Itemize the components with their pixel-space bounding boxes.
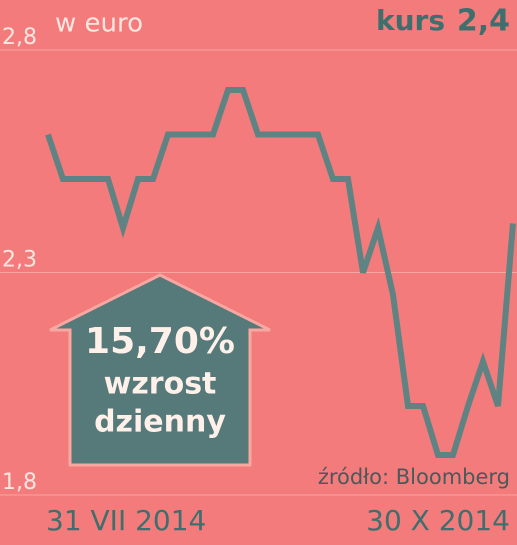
badge-line: dzienny bbox=[94, 405, 226, 440]
y-tick-label: 1,8 bbox=[2, 470, 37, 495]
grid bbox=[0, 49, 517, 496]
subtitle: w euro bbox=[55, 9, 143, 39]
badge-shape bbox=[49, 273, 271, 467]
x-tick-label: 30 X 2014 bbox=[366, 504, 510, 537]
y-tick-label: 2,3 bbox=[2, 248, 37, 273]
current-value: 2,4 bbox=[457, 4, 510, 39]
plot bbox=[45, 87, 516, 458]
x-tick-label: 31 VII 2014 bbox=[46, 504, 206, 537]
badge-value: 15,70% bbox=[85, 321, 235, 362]
source: źródło: Bloomberg bbox=[318, 465, 510, 489]
badge-line: wzrost bbox=[104, 367, 217, 402]
line bbox=[45, 87, 516, 458]
current-label: kurs bbox=[376, 4, 445, 37]
y-tick-label: 2,8 bbox=[2, 25, 37, 50]
